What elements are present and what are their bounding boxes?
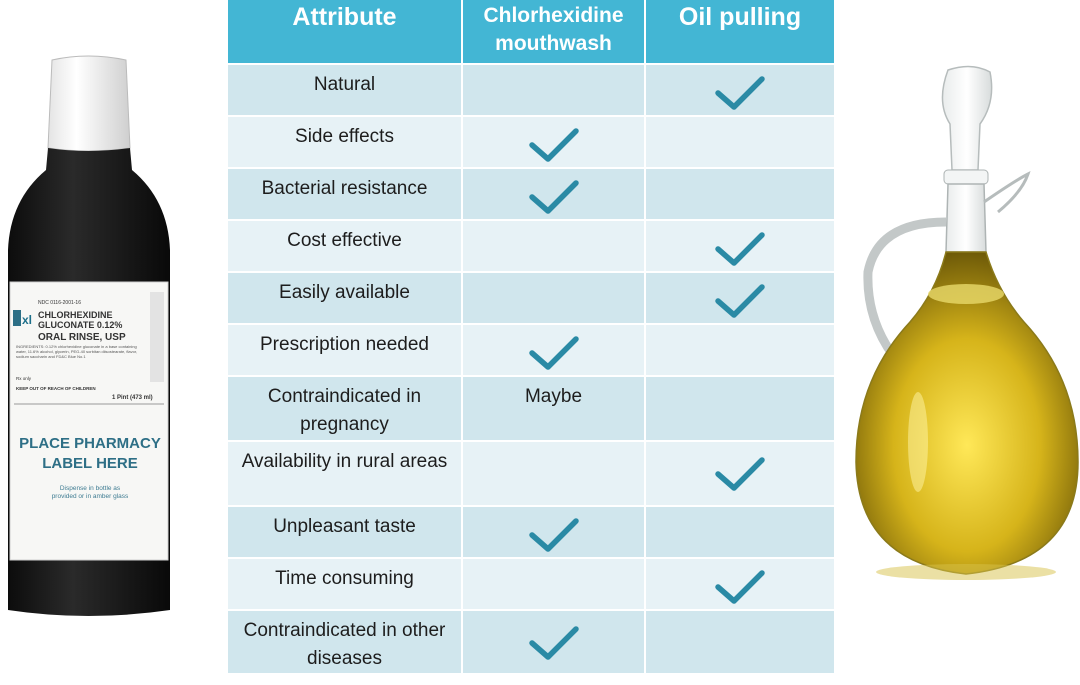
cell-attribute: Availability in rural areas xyxy=(228,440,461,505)
cell-attribute: Unpleasant taste xyxy=(228,505,461,557)
check-icon xyxy=(528,180,579,214)
attribute-label: Contraindicated in pregnancy xyxy=(267,386,422,435)
attribute-label: Prescription needed xyxy=(260,334,429,355)
cell-chlorhexidine: Maybe xyxy=(461,375,644,440)
table-row: Bacterial resistance xyxy=(228,167,834,219)
cell-oil-pulling xyxy=(644,271,834,323)
check-icon xyxy=(528,336,579,370)
bottle-volume: 1 Pint (473 ml) xyxy=(112,395,153,401)
bottle-fine-print: INGREDIENTS: 0.12% chlorhexidine glucona… xyxy=(16,344,138,359)
bottle-logo: xl xyxy=(22,313,32,327)
header-oil-pulling: Oil pulling xyxy=(644,0,834,63)
bottle-dispense-line2: provided or in amber glass xyxy=(52,493,129,500)
table-row: Side effects xyxy=(228,115,834,167)
cell-chlorhexidine xyxy=(461,63,644,115)
attribute-label: Natural xyxy=(313,74,376,95)
cell-oil-pulling xyxy=(644,219,834,271)
check-icon xyxy=(528,128,579,162)
attribute-label: Unpleasant taste xyxy=(273,516,416,537)
cell-oil-pulling xyxy=(644,323,834,375)
cell-oil-pulling xyxy=(644,609,834,673)
check-icon xyxy=(715,570,765,604)
cell-chlorhexidine xyxy=(461,271,644,323)
check-icon xyxy=(715,76,765,110)
table-row: Contraindicated in other diseases xyxy=(228,609,834,673)
attribute-label: Availability in rural areas xyxy=(241,451,448,472)
table-row: Natural xyxy=(228,63,834,115)
check-icon xyxy=(528,626,579,660)
check-icon xyxy=(715,457,765,491)
cell-oil-pulling xyxy=(644,63,834,115)
cell-attribute: Cost effective xyxy=(228,219,461,271)
bottle-dispense-line1: Dispense in bottle as xyxy=(60,485,121,492)
attribute-label: Time consuming xyxy=(275,568,414,589)
chlorhexidine-bottle-image: NDC 0116-2001-16 xl CHLORHEXIDINE GLUCON… xyxy=(8,55,170,616)
check-icon xyxy=(715,232,765,266)
cell-chlorhexidine xyxy=(461,440,644,505)
bottle-name-line3: ORAL RINSE, USP xyxy=(38,332,126,343)
table-body: Natural Side effects Bacterial resistance C… xyxy=(228,63,834,673)
cell-oil-pulling xyxy=(644,115,834,167)
table-row: Easily available xyxy=(228,271,834,323)
table-row: Cost effective xyxy=(228,219,834,271)
comparison-table: Attribute Chlorhexidine mouthwash Oil pu… xyxy=(228,0,834,673)
cell-attribute: Prescription needed xyxy=(228,323,461,375)
cell-oil-pulling xyxy=(644,167,834,219)
cell-chlorhexidine xyxy=(461,609,644,673)
bottle-pharmacy-line2: LABEL HERE xyxy=(42,455,138,472)
cell-attribute: Contraindicated in pregnancy xyxy=(228,375,461,440)
check-icon xyxy=(528,518,579,552)
table-header-row: Attribute Chlorhexidine mouthwash Oil pu… xyxy=(228,0,834,63)
cell-oil-pulling xyxy=(644,557,834,609)
header-chlorhexidine: Chlorhexidine mouthwash xyxy=(461,0,644,63)
bottle-name-line1: CHLORHEXIDINE xyxy=(38,310,113,320)
table-row: Time consuming xyxy=(228,557,834,609)
attribute-label: Bacterial resistance xyxy=(261,178,428,199)
bottle-keep-out: KEEP OUT OF REACH OF CHILDREN xyxy=(16,386,96,391)
cell-chlorhexidine xyxy=(461,115,644,167)
header-attribute: Attribute xyxy=(228,0,461,63)
table-row: Unpleasant taste xyxy=(228,505,834,557)
cell-chlorhexidine xyxy=(461,323,644,375)
attribute-label: Easily available xyxy=(279,282,410,303)
cell-oil-pulling xyxy=(644,505,834,557)
bottle-name-line2: GLUCONATE 0.12% xyxy=(38,320,122,330)
cell-attribute: Side effects xyxy=(228,115,461,167)
cell-oil-pulling xyxy=(644,375,834,440)
attribute-label: Contraindicated in other diseases xyxy=(243,620,446,669)
cell-chlorhexidine xyxy=(461,557,644,609)
cell-attribute: Easily available xyxy=(228,271,461,323)
cell-attribute: Bacterial resistance xyxy=(228,167,461,219)
cell-chlorhexidine xyxy=(461,505,644,557)
cell-attribute: Contraindicated in other diseases xyxy=(228,609,461,673)
bottle-pharmacy-line1: PLACE PHARMACY xyxy=(19,435,161,452)
cell-attribute: Time consuming xyxy=(228,557,461,609)
table-row: Prescription needed xyxy=(228,323,834,375)
oil-cruet-image xyxy=(855,65,1079,580)
cell-chlorhexidine xyxy=(461,167,644,219)
table-row: Contraindicated in pregnancy Maybe xyxy=(228,375,834,440)
table-row: Availability in rural areas xyxy=(228,440,834,505)
check-icon xyxy=(715,284,765,318)
cell-oil-pulling xyxy=(644,440,834,505)
attribute-label: Cost effective xyxy=(287,230,402,251)
cell-attribute: Natural xyxy=(228,63,461,115)
attribute-label: Side effects xyxy=(295,126,394,147)
cell-chlorhexidine xyxy=(461,219,644,271)
bottle-ndc: NDC 0116-2001-16 xyxy=(38,300,81,306)
bottle-rx-only: Rx only xyxy=(16,376,32,381)
maybe-label: Maybe xyxy=(524,386,583,407)
